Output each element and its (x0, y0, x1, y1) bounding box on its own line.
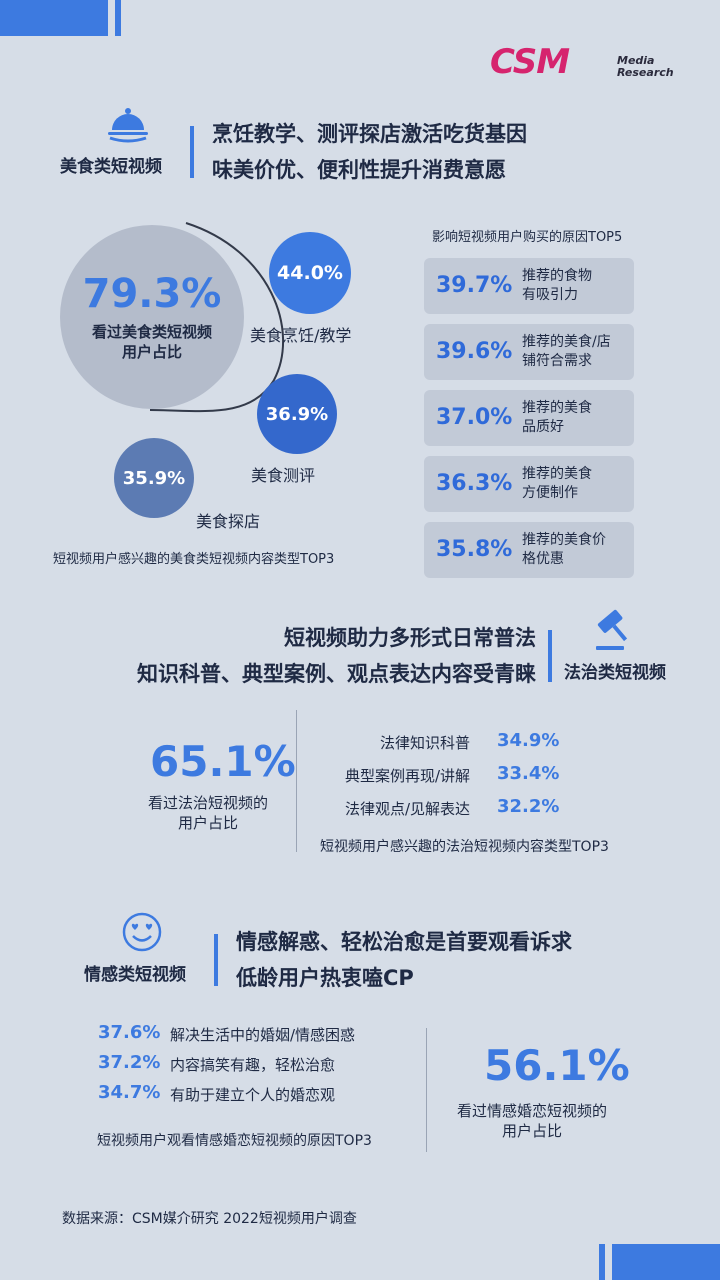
logo-subtext: Media Research (617, 54, 674, 79)
reason-label: 推荐的美食/店 铺符合需求 (522, 333, 630, 371)
logo-wordmark: CSM (490, 42, 570, 82)
emotion-total-value: 56.1% (484, 1041, 630, 1090)
law-content-label: 典型案例再现/讲解 (344, 767, 470, 785)
food-total-bubble: 79.3% 看过美食类短视频 用户占比 (60, 225, 244, 409)
emotion-title-bar (214, 934, 218, 986)
reason-value: 35.8% (436, 537, 513, 562)
reason-label: 推荐的美食 品质好 (522, 399, 630, 437)
reason-label: 推荐的美食价 格优惠 (522, 531, 630, 569)
law-content-label: 法律知识科普 (379, 734, 470, 752)
law-section-label: 法治类短视频 (564, 663, 666, 683)
reason-label-line1: 推荐的美食价 (522, 532, 606, 548)
food-category-label-0: 美食烹饪/教学 (250, 326, 352, 345)
emotion-total-label-1: 看过情感婚恋短视频的 (456, 1102, 607, 1120)
reason-label-line1: 推荐的美食/店 (522, 334, 611, 350)
law-divider (296, 710, 297, 852)
reason-item: 35.8% 推荐的美食价 格优惠 (424, 522, 634, 578)
emotion-reason-label: 有助于建立个人的婚恋观 (170, 1086, 336, 1104)
emotion-reason-label: 解决生活中的婚姻/情感困惑 (170, 1026, 356, 1044)
law-content-caption: 短视频用户感兴趣的法治短视频内容类型TOP3 (320, 839, 609, 855)
emotion-reason-label: 内容搞笑有趣，轻松治愈 (170, 1056, 336, 1074)
emotion-reason-value: 34.7% (98, 1082, 161, 1103)
food-category-bubble-1: 36.9% (257, 374, 337, 454)
reason-value: 39.6% (436, 339, 513, 364)
csm-logo: CSM Media Research (490, 42, 690, 86)
emotion-reason-value: 37.6% (98, 1022, 161, 1043)
reason-value: 39.7% (436, 273, 513, 298)
food-category-bubble-2: 35.9% (114, 438, 194, 518)
food-content-caption: 短视频用户感兴趣的美食类短视频内容类型TOP3 (53, 552, 335, 567)
reason-label-line2: 方便制作 (522, 485, 578, 501)
reason-label: 推荐的美食 方便制作 (522, 465, 630, 503)
bubble-connector-arc (149, 222, 285, 413)
cloche-icon (108, 108, 148, 143)
food-category-label-1: 美食测评 (251, 466, 316, 485)
reason-item: 39.7% 推荐的食物有吸引力 (424, 258, 634, 314)
emotion-reason-value: 37.2% (98, 1052, 161, 1073)
reason-item: 39.6% 推荐的美食/店 铺符合需求 (424, 324, 634, 380)
corner-decoration-top-stripe (115, 0, 121, 36)
reason-item: 37.0% 推荐的美食品质好 (424, 390, 634, 446)
law-total-label-1: 看过法治短视频的 (147, 794, 268, 812)
reason-label-line1: 推荐的食物 (522, 268, 592, 284)
emotion-total-label-2: 用户占比 (501, 1122, 562, 1140)
food-total-value: 79.3% (82, 271, 222, 317)
reason-item: 36.3% 推荐的美食方便制作 (424, 456, 634, 512)
reason-value: 36.3% (436, 471, 513, 496)
smile-heart-eyes-icon (122, 912, 162, 952)
gavel-icon (596, 609, 628, 650)
food-section-label: 美食类短视频 (60, 157, 162, 177)
food-category-bubble-0: 44.0% (269, 232, 351, 314)
reason-label-line1: 推荐的美食 (522, 466, 592, 482)
corner-decoration-bottom (612, 1244, 720, 1280)
law-content-value: 32.2% (497, 796, 560, 817)
reason-label: 推荐的食物 有吸引力 (522, 267, 630, 305)
emotion-divider (426, 1028, 427, 1152)
food-title-bar (190, 126, 194, 178)
emotion-title-line2: 低龄用户热衷嗑CP (236, 966, 414, 990)
food-reasons-title: 影响短视频用户购买的原因TOP5 (432, 230, 623, 245)
reason-value: 37.0% (436, 405, 513, 430)
law-content-label: 法律观点/见解表达 (344, 800, 470, 818)
law-content-value: 33.4% (497, 763, 560, 784)
reason-label-line2: 格优惠 (522, 551, 564, 567)
law-title-bar (548, 630, 552, 682)
reason-label-line2: 有吸引力 (522, 287, 578, 303)
law-total-value: 65.1% (150, 737, 296, 786)
food-total-label-1: 看过美食类短视频 (91, 323, 212, 341)
emotion-section-label: 情感类短视频 (84, 965, 186, 985)
reason-label-line2: 铺符合需求 (522, 353, 592, 369)
law-title-line2: 知识科普、典型案例、观点表达内容受青睐 (137, 662, 536, 686)
food-category-label-2: 美食探店 (196, 512, 261, 531)
law-content-value: 34.9% (497, 730, 560, 751)
emotion-reasons-caption: 短视频用户观看情感婚恋短视频的原因TOP3 (97, 1133, 372, 1149)
data-source: 数据来源：CSM媒介研究 2022短视频用户调查 (62, 1211, 357, 1227)
reason-label-line1: 推荐的美食 (522, 400, 592, 416)
food-title-line2: 味美价优、便利性提升消费意愿 (212, 158, 506, 182)
law-total-label-2: 用户占比 (177, 814, 238, 832)
emotion-title-line1: 情感解惑、轻松治愈是首要观看诉求 (236, 930, 572, 954)
reason-label-line2: 品质好 (522, 419, 564, 435)
food-total-label-2: 用户占比 (121, 343, 182, 361)
food-title-line1: 烹饪教学、测评探店激活吃货基因 (212, 122, 527, 146)
corner-decoration-top (0, 0, 108, 36)
law-title-line1: 短视频助力多形式日常普法 (284, 626, 536, 650)
corner-decoration-bottom-stripe (599, 1244, 605, 1280)
